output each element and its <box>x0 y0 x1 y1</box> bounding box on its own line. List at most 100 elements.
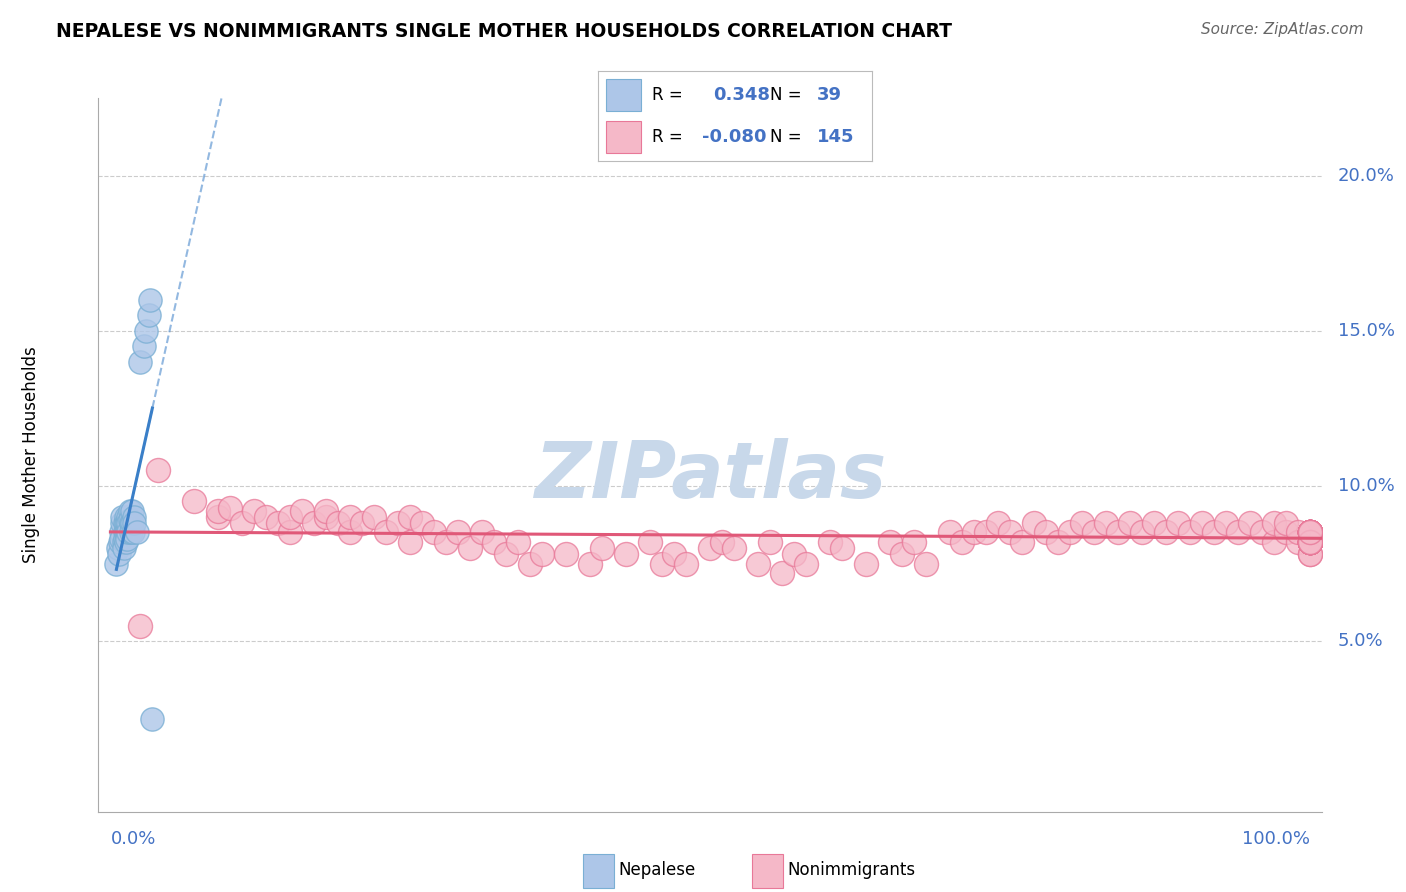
Text: ZIPatlas: ZIPatlas <box>534 438 886 515</box>
Text: 145: 145 <box>817 128 855 146</box>
Point <box>1298 534 1320 549</box>
Point <box>423 525 446 540</box>
Point <box>135 324 157 338</box>
Point <box>1298 534 1320 549</box>
Text: Single Mother Households: Single Mother Households <box>22 347 41 563</box>
Point <box>555 547 578 561</box>
Point <box>315 510 337 524</box>
Point <box>1286 525 1309 540</box>
Point <box>138 308 160 322</box>
Point <box>1154 525 1177 540</box>
Point <box>114 532 136 546</box>
Point <box>974 525 997 540</box>
Point <box>112 541 135 555</box>
Point <box>1046 534 1069 549</box>
Point <box>278 525 301 540</box>
Point <box>1298 534 1320 549</box>
Point <box>495 547 517 561</box>
Text: Nepalese: Nepalese <box>619 861 696 879</box>
Point <box>129 618 152 632</box>
Text: N =: N = <box>770 128 801 146</box>
Point <box>1298 525 1320 540</box>
Point <box>1215 516 1237 531</box>
Point <box>1298 525 1320 540</box>
Point <box>117 525 139 540</box>
Point <box>1298 534 1320 549</box>
Point <box>1298 525 1320 540</box>
Point <box>1298 525 1320 540</box>
Point <box>1298 534 1320 549</box>
Point <box>375 525 398 540</box>
Point <box>1298 534 1320 549</box>
Point <box>1298 534 1320 549</box>
Point <box>129 355 152 369</box>
Point <box>519 557 541 571</box>
Point <box>770 566 793 580</box>
Point <box>243 504 266 518</box>
Point <box>1022 516 1045 531</box>
FancyBboxPatch shape <box>606 79 641 111</box>
Point <box>987 516 1010 531</box>
Text: N =: N = <box>770 86 801 104</box>
Text: NEPALESE VS NONIMMIGRANTS SINGLE MOTHER HOUSEHOLDS CORRELATION CHART: NEPALESE VS NONIMMIGRANTS SINGLE MOTHER … <box>56 22 952 41</box>
Point <box>352 516 374 531</box>
Point <box>1298 534 1320 549</box>
Point <box>1298 534 1320 549</box>
Point <box>638 534 661 549</box>
Point <box>125 525 148 540</box>
Point <box>1298 534 1320 549</box>
Point <box>207 504 229 518</box>
Point <box>121 504 143 518</box>
Point <box>855 557 877 571</box>
Point <box>903 534 925 549</box>
Point <box>399 510 422 524</box>
Point <box>1298 525 1320 540</box>
Point <box>699 541 721 555</box>
Point <box>1178 525 1201 540</box>
Point <box>278 510 301 524</box>
Point <box>1035 525 1057 540</box>
Point <box>1298 525 1320 540</box>
Point <box>231 516 253 531</box>
Point <box>1202 525 1225 540</box>
Text: 10.0%: 10.0% <box>1337 477 1395 495</box>
Text: -0.080: -0.080 <box>702 128 766 146</box>
Point <box>783 547 806 561</box>
Point <box>304 516 326 531</box>
Point <box>890 547 912 561</box>
Point <box>1298 534 1320 549</box>
Point <box>1130 525 1153 540</box>
Point <box>1286 534 1309 549</box>
Point <box>1298 525 1320 540</box>
Point <box>148 463 170 477</box>
Point <box>1239 516 1261 531</box>
Point <box>1070 516 1092 531</box>
Point <box>723 541 745 555</box>
Point <box>115 525 138 540</box>
Point <box>1298 534 1320 549</box>
Point <box>219 500 242 515</box>
Point <box>1298 525 1320 540</box>
Point <box>1298 525 1320 540</box>
Point <box>1298 534 1320 549</box>
FancyBboxPatch shape <box>606 121 641 153</box>
Point <box>1298 525 1320 540</box>
Point <box>1298 525 1320 540</box>
Point <box>1298 525 1320 540</box>
Text: 0.348: 0.348 <box>713 86 769 104</box>
Point <box>1274 525 1296 540</box>
Point <box>115 534 138 549</box>
Point <box>120 525 142 540</box>
Text: 100.0%: 100.0% <box>1241 830 1309 847</box>
Point <box>963 525 986 540</box>
Point <box>115 516 138 531</box>
Point <box>1298 534 1320 549</box>
Point <box>915 557 938 571</box>
Point <box>114 525 136 540</box>
Point <box>1298 547 1320 561</box>
Point <box>675 557 697 571</box>
Point <box>267 516 290 531</box>
Point <box>939 525 962 540</box>
Point <box>339 525 361 540</box>
Point <box>120 516 142 531</box>
